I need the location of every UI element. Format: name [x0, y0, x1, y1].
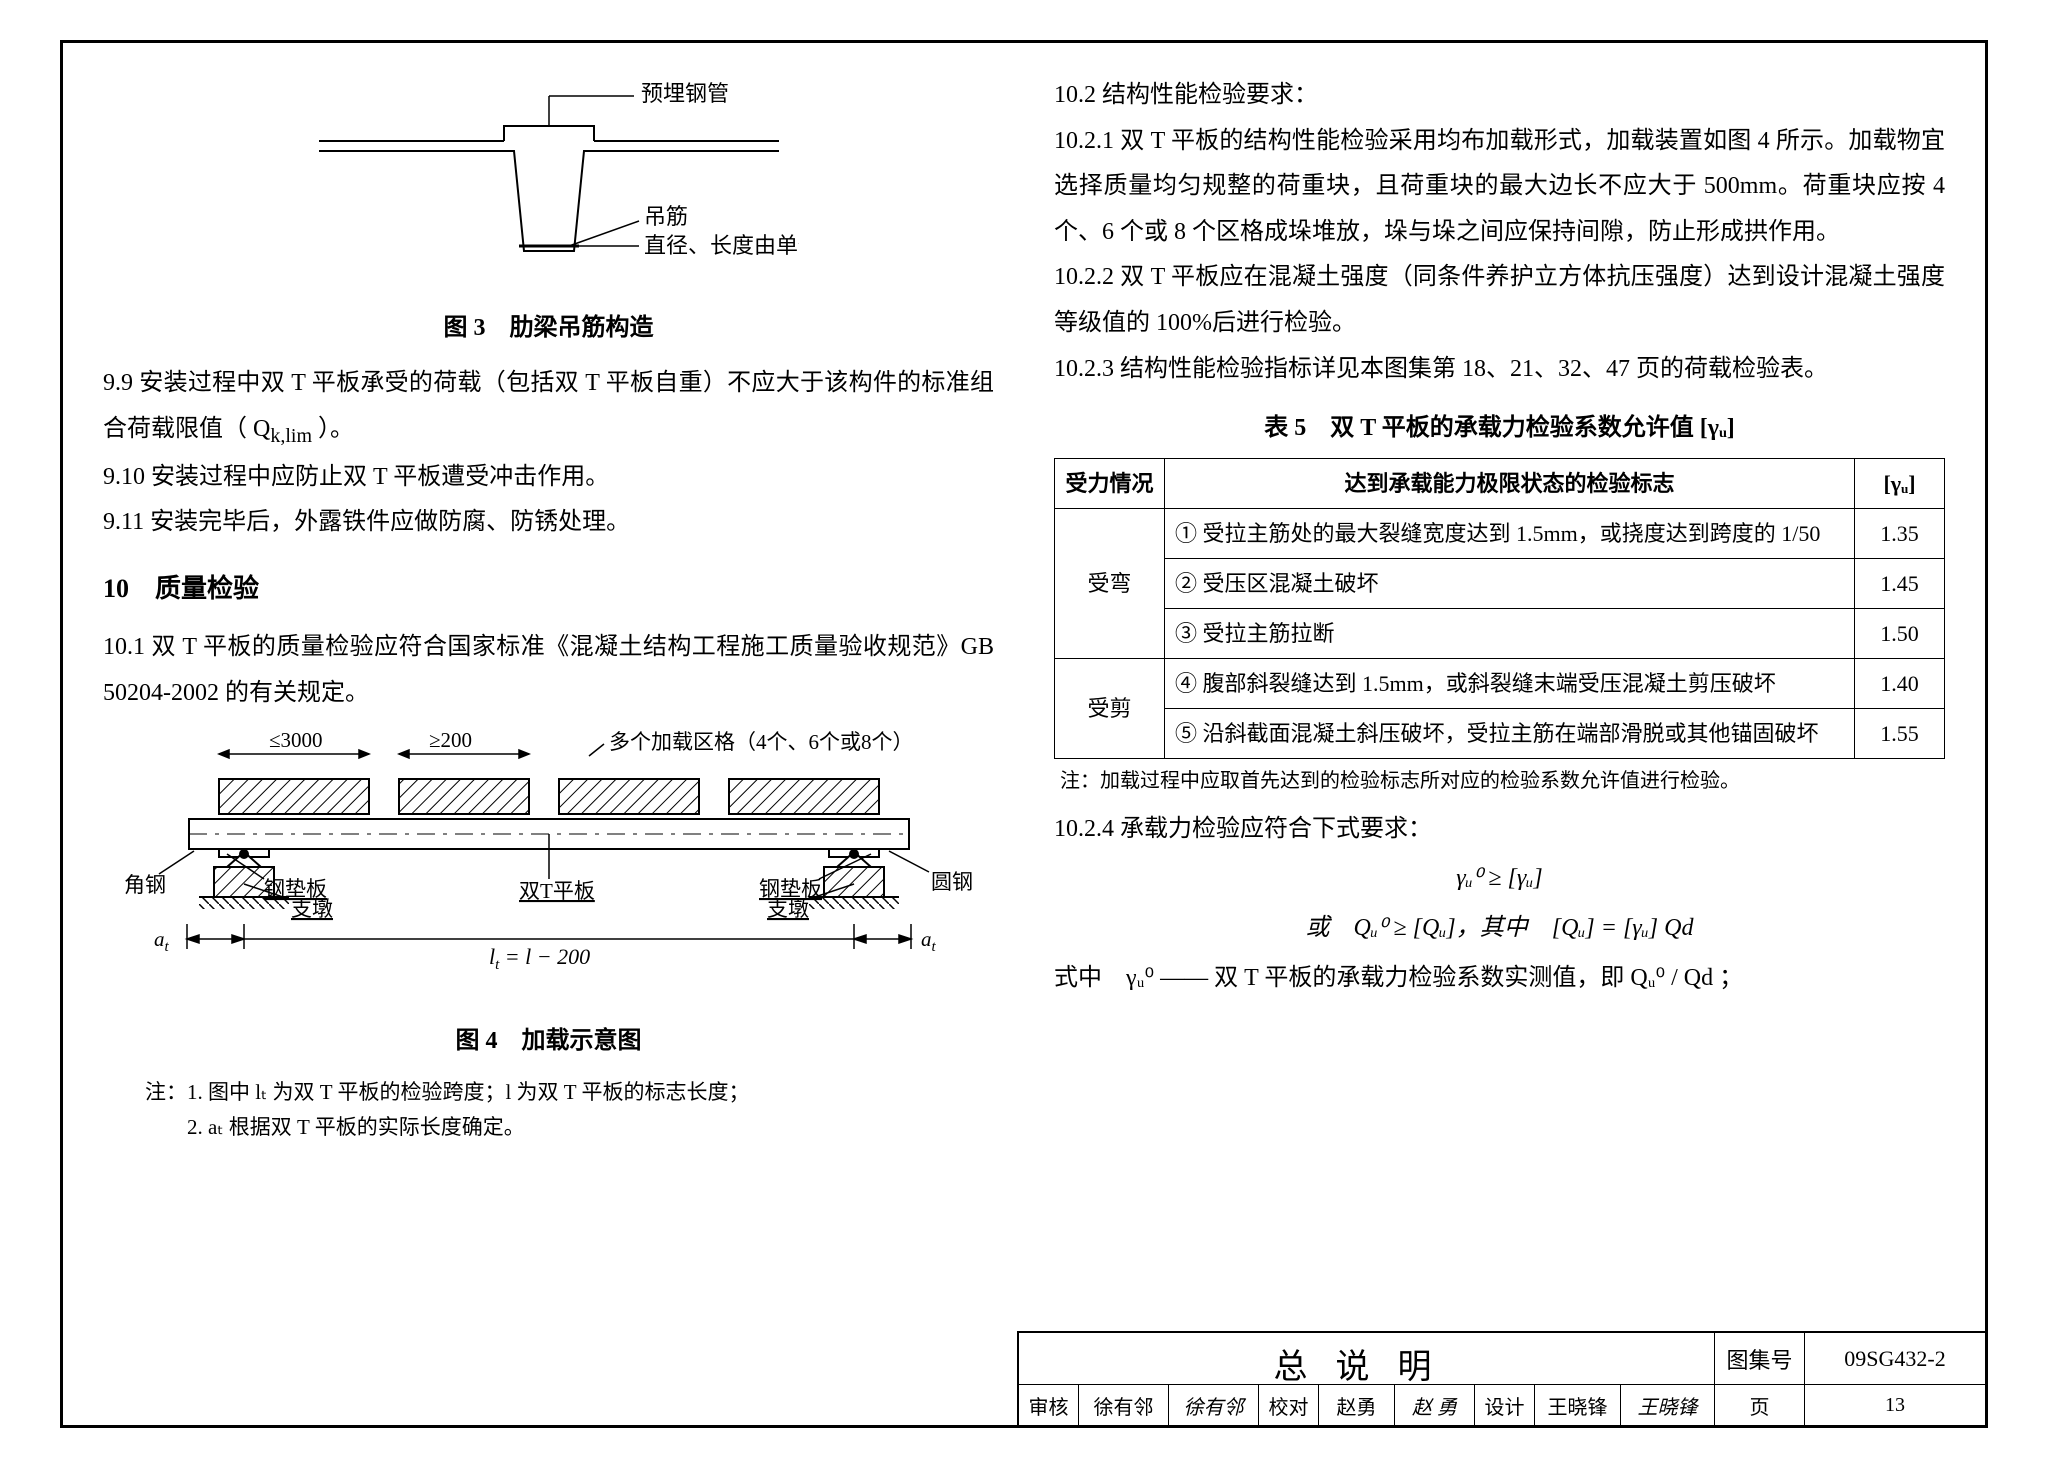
fig3-label-top: 预埋钢管: [641, 81, 729, 106]
table-row: ② 受压区混凝土破坏 1.45: [1055, 558, 1945, 608]
drawing-title: 总说明: [1019, 1333, 1715, 1384]
p99-sub: k,lim: [270, 425, 312, 447]
formula-2: 或 Qᵤ⁰ ≥ [Qᵤ]，其中 [Qᵤ] = [γᵤ] Qd: [1054, 906, 1945, 952]
td-val: 1.55: [1855, 708, 1945, 758]
table-row: 受弯 ① 受拉主筋处的最大裂缝宽度达到 1.5mm，或挠度达到跨度的 1/50 …: [1055, 508, 1945, 558]
fig4-dim2: ≥200: [429, 728, 472, 752]
page-label: 页: [1715, 1385, 1805, 1425]
fig4-round: 圆钢: [931, 870, 973, 894]
fig3-label-2: 直径、长度由单体设计确定: [644, 233, 799, 258]
table-row: 受力情况 达到承载能力极限状态的检验标志 [γᵤ]: [1055, 458, 1945, 508]
page: 预埋钢管 吊筋 直径、长度由单体设计确定 图 3 肋梁吊筋构造 9.9 安装过程…: [0, 0, 2048, 1468]
para-9-11: 9.11 安装完毕后，外露铁件应做防腐、防锈处理。: [103, 500, 994, 546]
fig4-at-r: at: [921, 927, 937, 955]
para-10-1: 10.1 双 T 平板的质量检验应符合国家标准《混凝土结构工程施工质量验收规范》…: [103, 625, 994, 716]
fig4-pier2: 支墩: [767, 897, 809, 921]
p99-text: 9.9 安装过程中双 T 平板承受的荷载（包括双 T 平板自重）不应大于该构件的…: [103, 370, 994, 442]
td-group-shear: 受剪: [1055, 658, 1165, 758]
two-column-layout: 预埋钢管 吊筋 直径、长度由单体设计确定 图 3 肋梁吊筋构造 9.9 安装过程…: [103, 73, 1945, 1325]
th-3: [γᵤ]: [1855, 458, 1945, 508]
fig4-dim1: ≤3000: [269, 728, 323, 752]
val-design: 王晓锋: [1535, 1385, 1621, 1425]
fig4-at-l: at: [154, 927, 170, 955]
table-5-note: 注：加载过程中应取首先达到的检验标志所对应的检验系数允许值进行检验。: [1060, 765, 1945, 797]
lbl-review: 审核: [1019, 1385, 1079, 1425]
para-10-2-2: 10.2.2 双 T 平板应在混凝土强度（同条件养护立方体抗压强度）达到设计混凝…: [1054, 255, 1945, 346]
th-2: 达到承载能力极限状态的检验标志: [1165, 458, 1855, 508]
fig3-svg: 预埋钢管 吊筋 直径、长度由单体设计确定: [299, 81, 799, 281]
fig4-lt: lt = l − 200: [489, 944, 590, 973]
right-column: 10.2 结构性能检验要求： 10.2.1 双 T 平板的结构性能检验采用均布加…: [1054, 73, 1945, 1325]
formula-1: γᵤ⁰ ≥ [γᵤ]: [1054, 856, 1945, 902]
td-text: ⑤ 沿斜截面混凝土斜压破坏，受拉主筋在端部滑脱或其他锚固破坏: [1165, 708, 1855, 758]
table-5-caption: 表 5 双 T 平板的承载力检验系数允许值 [γᵤ]: [1054, 406, 1945, 452]
fig4-beam: 双T平板: [519, 879, 595, 903]
drawing-frame: 预埋钢管 吊筋 直径、长度由单体设计确定 图 3 肋梁吊筋构造 9.9 安装过程…: [60, 40, 1988, 1428]
table-row: 受剪 ④ 腹部斜裂缝达到 1.5mm，或斜裂缝末端受压混凝土剪压破坏 1.40: [1055, 658, 1945, 708]
fig4-angle: 角钢: [124, 873, 166, 897]
formula-where: 式中 γᵤ⁰ —— 双 T 平板的承载力检验系数实测值，即 Qᵤ⁰ / Qd ；: [1054, 956, 1945, 1002]
para-9-9: 9.9 安装过程中双 T 平板承受的荷载（包括双 T 平板自重）不应大于该构件的…: [103, 361, 994, 454]
td-text: ① 受拉主筋处的最大裂缝宽度达到 1.5mm，或挠度达到跨度的 1/50: [1165, 508, 1855, 558]
td-text: ② 受压区混凝土破坏: [1165, 558, 1855, 608]
figure-4-note1: 注：1. 图中 lₜ 为双 T 平板的检验跨度；l 为双 T 平板的标志长度；: [145, 1075, 994, 1111]
figure-3-caption: 图 3 肋梁吊筋构造: [103, 306, 994, 352]
figure-4-caption: 图 4 加载示意图: [103, 1019, 994, 1065]
th-1: 受力情况: [1055, 458, 1165, 508]
fig3-label-1: 吊筋: [644, 204, 688, 229]
table-row: ⑤ 沿斜截面混凝土斜压破坏，受拉主筋在端部滑脱或其他锚固破坏 1.55: [1055, 708, 1945, 758]
para-10-2-1: 10.2.1 双 T 平板的结构性能检验采用均布加载形式，加载装置如图 4 所示…: [1054, 119, 1945, 256]
td-val: 1.50: [1855, 608, 1945, 658]
p99-tail: ）。: [312, 416, 354, 442]
para-10-2-4: 10.2.4 承载力检验应符合下式要求：: [1054, 807, 1945, 853]
figure-3: 预埋钢管 吊筋 直径、长度由单体设计确定: [103, 81, 994, 298]
table-5: 受力情况 达到承载能力极限状态的检验标志 [γᵤ] 受弯 ① 受拉主筋处的最大裂…: [1054, 458, 1945, 759]
para-9-10: 9.10 安装过程中应防止双 T 平板遭受冲击作用。: [103, 455, 994, 501]
sig-design: 王晓锋: [1621, 1385, 1715, 1425]
figure-4-note2: 2. aₜ 根据双 T 平板的实际长度确定。: [145, 1110, 994, 1146]
td-text: ④ 腹部斜裂缝达到 1.5mm，或斜裂缝末端受压混凝土剪压破坏: [1165, 658, 1855, 708]
heading-10-2: 10.2 结构性能检验要求：: [1054, 73, 1945, 119]
left-column: 预埋钢管 吊筋 直径、长度由单体设计确定 图 3 肋梁吊筋构造 9.9 安装过程…: [103, 73, 994, 1325]
sig-review: 徐有邻: [1169, 1385, 1259, 1425]
set-label: 图集号: [1715, 1333, 1805, 1384]
set-value: 09SG432-2: [1805, 1333, 1985, 1384]
lbl-check: 校对: [1259, 1385, 1319, 1425]
titleblock-row-1: 总说明 图集号 09SG432-2: [1019, 1333, 1985, 1385]
td-val: 1.35: [1855, 508, 1945, 558]
sig-check: 赵 勇: [1395, 1385, 1475, 1425]
figure-4: ≤3000 ≥200 多个加载区格（4个、6个或8个）: [103, 724, 994, 1011]
page-value: 13: [1805, 1385, 1985, 1425]
fig4-pier: 支墩: [291, 897, 333, 921]
td-group-bend: 受弯: [1055, 508, 1165, 658]
td-text: ③ 受拉主筋拉断: [1165, 608, 1855, 658]
val-check: 赵勇: [1319, 1385, 1395, 1425]
fig4-zones: 多个加载区格（4个、6个或8个）: [609, 730, 914, 754]
heading-10: 10 质量检验: [103, 564, 994, 613]
td-val: 1.45: [1855, 558, 1945, 608]
titleblock-row-2: 审核 徐有邻 徐有邻 校对 赵勇 赵 勇 设计 王晓锋 王晓锋 页 13: [1019, 1385, 1985, 1425]
lbl-design: 设计: [1475, 1385, 1535, 1425]
table-row: ③ 受拉主筋拉断 1.50: [1055, 608, 1945, 658]
para-10-2-3: 10.2.3 结构性能检验指标详见本图集第 18、21、32、47 页的荷载检验…: [1054, 347, 1945, 393]
td-val: 1.40: [1855, 658, 1945, 708]
title-block: 总说明 图集号 09SG432-2 审核 徐有邻 徐有邻 校对 赵勇 赵 勇 设…: [1017, 1331, 1985, 1425]
val-review: 徐有邻: [1079, 1385, 1169, 1425]
fig4-svg: ≤3000 ≥200 多个加载区格（4个、6个或8个）: [119, 724, 979, 994]
